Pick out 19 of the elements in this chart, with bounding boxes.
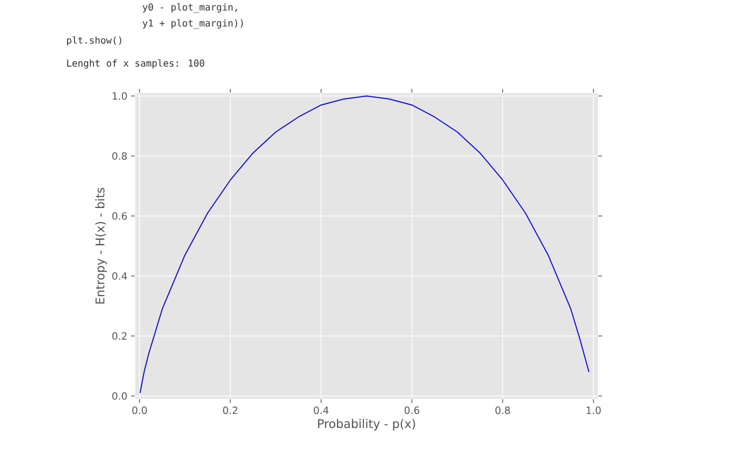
x-tick-label: 0.0: [132, 406, 147, 414]
y-tick-label: 0.6: [112, 212, 127, 220]
y-tick-label: 0.8: [112, 152, 127, 160]
x-tick-label: 1.0: [586, 406, 601, 414]
x-tick-label: 0.4: [314, 406, 328, 414]
x-tick-label: 0.6: [404, 406, 420, 414]
text: plt.show(): [67, 36, 122, 46]
x-tick-label: 0.2: [223, 406, 238, 414]
y-tick-label: 0.4: [112, 272, 127, 280]
text: y1 + plot_margin)): [142, 19, 243, 29]
line-series: [140, 95, 590, 394]
text: y0 - plot_margin,: [142, 3, 237, 13]
y-tick-label: 0.0: [112, 392, 127, 400]
y-tick-label: 0.2: [112, 332, 126, 340]
text: Lenght of x samples: 100: [67, 59, 204, 69]
y-axis-title: Entropy - H(x) - bits: [95, 188, 107, 304]
x-axis-title: Probability - p(x): [318, 418, 416, 430]
y-tick-label: 1.0: [112, 92, 127, 100]
x-tick-label: 0.8: [495, 406, 510, 414]
